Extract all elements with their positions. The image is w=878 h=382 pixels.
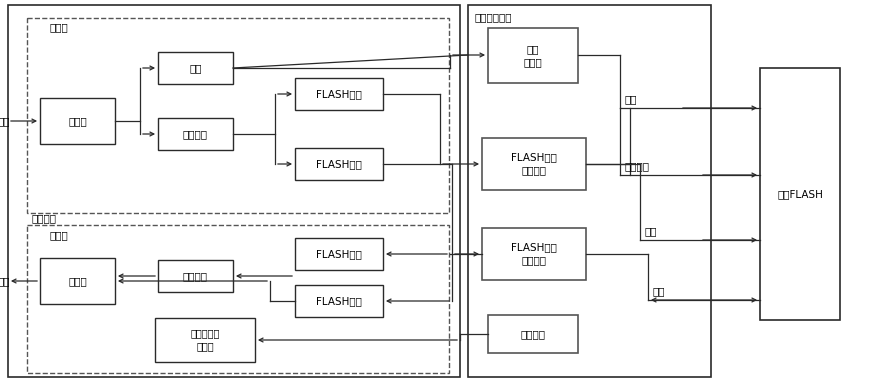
Bar — [40, 258, 115, 304]
Text: 发送: 发送 — [0, 276, 11, 286]
Bar — [295, 78, 383, 110]
Text: 程序数据: 程序数据 — [183, 129, 208, 139]
Text: 程序数据: 程序数据 — [183, 271, 208, 281]
Text: 并转串: 并转串 — [68, 276, 87, 286]
Bar — [295, 148, 383, 180]
Text: 接收: 接收 — [0, 116, 11, 126]
Text: 发送器: 发送器 — [50, 230, 68, 240]
Bar — [481, 228, 586, 280]
Bar — [155, 318, 255, 362]
Bar — [8, 5, 459, 377]
Bar — [295, 285, 383, 317]
Text: 数据: 数据 — [652, 286, 665, 296]
Bar — [467, 5, 710, 377]
Text: FLASH地址: FLASH地址 — [316, 249, 362, 259]
Text: 时钟
生成器: 时钟 生成器 — [523, 44, 542, 67]
Bar — [40, 98, 115, 144]
Text: FLASH地址: FLASH地址 — [316, 89, 362, 99]
Text: 命令: 命令 — [189, 63, 202, 73]
Bar — [158, 260, 233, 292]
Bar — [487, 28, 578, 83]
Text: 远程更新系
统状态: 远程更新系 统状态 — [191, 329, 220, 351]
Bar — [481, 138, 586, 190]
Bar — [27, 18, 449, 213]
Text: 串转并: 串转并 — [68, 116, 87, 126]
Bar — [27, 225, 449, 373]
Bar — [295, 238, 383, 270]
Text: 接收器: 接收器 — [50, 22, 68, 32]
Text: FLASH数据: FLASH数据 — [316, 296, 362, 306]
Text: FLASH数据: FLASH数据 — [316, 159, 362, 169]
Bar — [158, 52, 233, 84]
Text: 配置FLASH: 配置FLASH — [776, 189, 822, 199]
Text: 远程更新模块: 远程更新模块 — [474, 12, 512, 22]
Bar — [487, 315, 578, 353]
Bar — [759, 68, 839, 320]
Text: 通讯模块: 通讯模块 — [32, 213, 57, 223]
Text: 控制信号: 控制信号 — [624, 161, 649, 171]
Bar — [158, 118, 233, 150]
Text: FLASH地址
转换模块: FLASH地址 转换模块 — [510, 152, 557, 176]
Text: 时钟: 时钟 — [624, 94, 637, 104]
Text: 系统状态: 系统状态 — [520, 329, 545, 339]
Text: FLASH数据
转换模块: FLASH数据 转换模块 — [510, 243, 557, 265]
Text: 地址: 地址 — [644, 226, 657, 236]
